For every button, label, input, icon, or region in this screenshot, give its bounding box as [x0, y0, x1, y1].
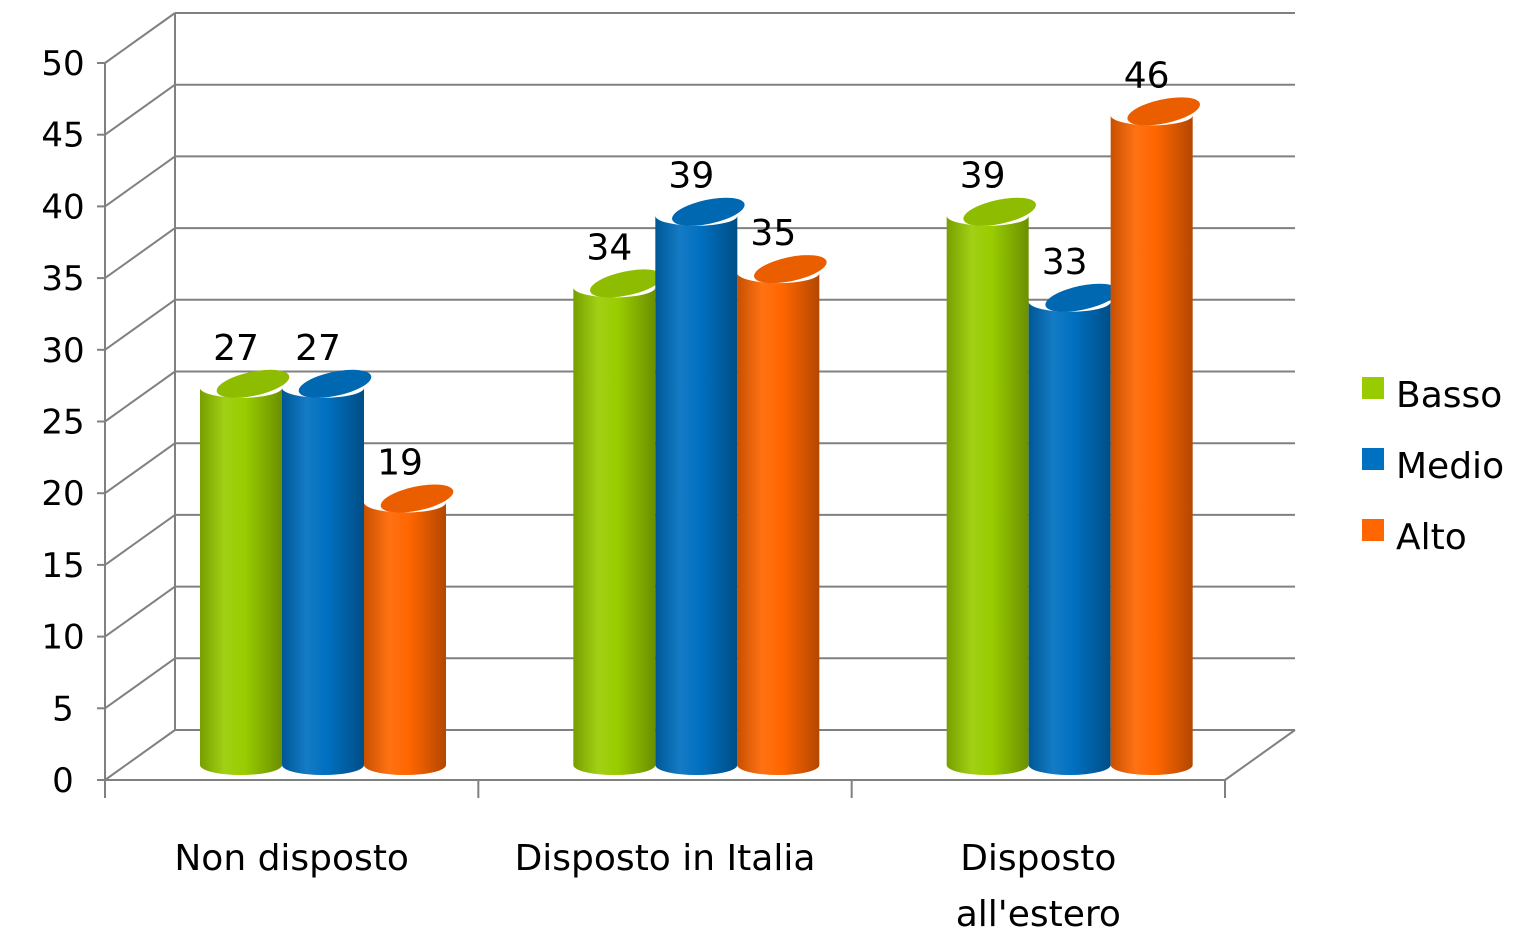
legend: Basso Medio Alto	[1362, 375, 1504, 558]
bar	[1110, 97, 1200, 776]
gridline-diagonal	[104, 514, 176, 566]
data-label: 27	[213, 328, 259, 369]
gridline-diagonal	[104, 442, 176, 495]
data-label: 46	[1124, 55, 1170, 96]
gridline-diagonal	[104, 298, 176, 351]
floor-right-edge	[1224, 729, 1296, 781]
y-tick-label: 35	[41, 259, 84, 299]
gridline-diagonal	[104, 585, 176, 638]
x-tick-label: Disposto in Italia	[515, 838, 816, 879]
data-label: 33	[1042, 242, 1088, 283]
bar	[655, 197, 745, 775]
bar-cap	[1045, 283, 1118, 312]
bar-cap	[590, 269, 663, 298]
bars	[200, 97, 1200, 776]
legend-item: Basso	[1362, 375, 1502, 416]
y-tick-label: 20	[41, 474, 84, 514]
y-tick-label: 15	[41, 546, 84, 586]
bar	[364, 484, 454, 775]
x-tick-label: Non disposto	[174, 838, 409, 879]
y-tick-label: 10	[41, 618, 84, 658]
bar-cap	[963, 197, 1036, 226]
data-label: 34	[586, 227, 632, 268]
bar	[282, 369, 372, 775]
legend-swatch	[1362, 519, 1384, 541]
y-tick-label: 30	[41, 331, 84, 371]
bar-cap	[380, 484, 454, 513]
bar-cap	[672, 197, 745, 226]
gridline-diagonal	[104, 657, 176, 710]
bar	[946, 197, 1036, 776]
y-tick-label: 0	[52, 761, 74, 801]
data-label: 19	[377, 443, 423, 484]
gridline-diagonal	[104, 155, 176, 208]
y-tick-label: 40	[41, 187, 84, 227]
gridline-diagonal	[104, 12, 176, 64]
gridline-diagonal	[104, 83, 176, 136]
x-tick-label: Disposto all'estero	[956, 838, 1121, 933]
bar-cap	[216, 369, 290, 398]
gridline-diagonal	[104, 227, 176, 279]
bar-cap	[754, 255, 827, 284]
bar-cap	[1127, 97, 1200, 126]
gridline-diagonal	[104, 370, 176, 423]
legend-label: Medio	[1396, 446, 1504, 487]
data-label: 35	[750, 213, 796, 254]
x-axis: Non disposto Disposto in Italia Disposto al…	[104, 729, 1296, 933]
legend-item: Alto	[1362, 517, 1467, 558]
legend-label: Basso	[1396, 375, 1502, 416]
gridline-diagonal	[104, 729, 176, 781]
legend-label: Alto	[1396, 517, 1467, 558]
bar	[1028, 283, 1118, 775]
bar-cap	[298, 369, 372, 398]
y-tick-label: 5	[52, 689, 74, 729]
legend-swatch	[1362, 448, 1384, 470]
bar	[200, 369, 290, 775]
data-labels: 27 27 19 34 39 35 39 33 46	[213, 55, 1169, 483]
y-tick-label: 50	[41, 44, 84, 84]
data-label: 27	[295, 328, 341, 369]
legend-swatch	[1362, 377, 1384, 399]
bar	[737, 255, 827, 775]
data-label: 39	[960, 156, 1006, 197]
y-tick-label: 25	[41, 403, 84, 443]
data-label: 39	[668, 156, 714, 197]
y-axis: 0 5 10 15 20 25 30 35 40 45 50	[41, 44, 105, 801]
legend-item: Medio	[1362, 446, 1504, 487]
bar	[573, 269, 663, 775]
y-tick-label: 45	[41, 116, 84, 156]
